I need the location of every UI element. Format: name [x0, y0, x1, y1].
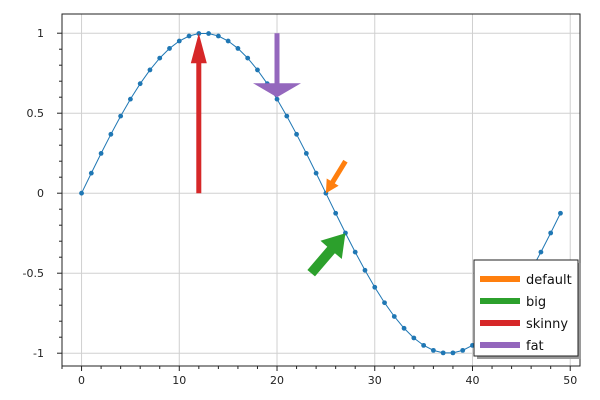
data-point	[538, 249, 544, 255]
data-point	[460, 347, 466, 353]
data-point	[303, 151, 309, 156]
data-point	[450, 350, 456, 356]
data-point	[421, 342, 427, 348]
x-tick-label: 40	[465, 374, 479, 387]
data-point	[108, 131, 114, 137]
data-point	[401, 325, 407, 331]
legend-label-default: default	[526, 273, 572, 288]
data-point	[147, 67, 153, 73]
x-tick-label: 20	[270, 374, 284, 387]
data-point	[186, 33, 192, 39]
data-point	[430, 347, 436, 353]
y-tick-label: -0.5	[23, 267, 44, 280]
legend-swatch-big	[480, 298, 520, 304]
data-point	[128, 96, 133, 102]
legend-swatch-fat	[480, 342, 520, 348]
y-tick-label: -1	[33, 347, 44, 360]
data-point	[98, 151, 104, 156]
data-point	[235, 46, 241, 51]
legend-swatch-skinny	[480, 320, 520, 326]
arrow-big	[307, 233, 346, 277]
x-tick-label: 0	[78, 374, 85, 387]
data-point	[225, 38, 231, 44]
x-tick-label: 50	[563, 374, 577, 387]
x-tick-label: 10	[172, 374, 186, 387]
arrow-skinny	[190, 33, 207, 194]
data-point	[372, 284, 378, 290]
data-point	[382, 300, 387, 306]
data-point	[118, 113, 124, 119]
data-point	[79, 190, 84, 196]
data-point	[440, 350, 446, 356]
data-point	[88, 170, 94, 176]
data-point	[411, 335, 417, 341]
arrow-fat	[253, 33, 301, 98]
y-tick-label: 0.5	[27, 107, 45, 120]
data-point	[391, 314, 397, 319]
data-point	[167, 46, 172, 51]
data-point	[137, 81, 143, 87]
x-axis: 0 10 20 30 40 50	[61, 366, 577, 387]
y-axis: -1 -0.5 0 0.5 1	[23, 27, 62, 360]
data-point	[333, 210, 339, 216]
data-point	[176, 38, 182, 44]
legend-label-big: big	[526, 295, 546, 310]
arrows-layer	[190, 33, 348, 277]
arrow-default	[325, 159, 348, 194]
y-tick-label: 0	[37, 187, 44, 200]
data-point	[215, 33, 221, 39]
plot-frame	[61, 13, 581, 367]
data-point	[352, 249, 358, 255]
data-point	[245, 55, 251, 61]
legend-swatch-default	[480, 276, 520, 282]
data-point	[558, 210, 563, 216]
data-point	[294, 131, 299, 137]
data-point	[548, 230, 554, 236]
x-tick-label: 30	[368, 374, 382, 387]
data-point	[206, 31, 212, 36]
y-tick-label: 1	[37, 27, 44, 40]
data-point	[157, 55, 163, 61]
data-point	[313, 170, 319, 176]
data-point	[255, 67, 260, 73]
legend-label-fat: fat	[526, 339, 544, 354]
data-point	[274, 96, 280, 102]
legend-label-skinny: skinny	[526, 317, 568, 332]
legend: default big skinny fat	[473, 259, 581, 359]
data-point	[284, 113, 290, 119]
data-point	[362, 267, 368, 273]
